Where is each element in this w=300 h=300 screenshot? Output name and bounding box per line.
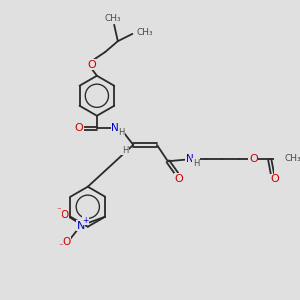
Text: ⁻: ⁻ (56, 206, 61, 215)
Text: N: N (186, 154, 194, 164)
Text: H: H (122, 146, 128, 155)
Text: CH₃: CH₃ (284, 154, 300, 163)
Text: CH₃: CH₃ (104, 14, 121, 23)
Text: CH₃: CH₃ (136, 28, 153, 38)
Text: O: O (87, 60, 96, 70)
Text: H: H (193, 159, 199, 168)
Text: ⁻: ⁻ (58, 242, 63, 251)
Text: O: O (174, 173, 183, 184)
Text: +: + (82, 216, 88, 225)
Text: H: H (118, 128, 124, 136)
Text: O: O (62, 237, 70, 247)
Text: N: N (76, 221, 85, 231)
Text: O: O (249, 154, 258, 164)
Text: O: O (60, 210, 68, 220)
Text: N: N (111, 123, 119, 133)
Text: O: O (74, 124, 83, 134)
Text: O: O (270, 174, 279, 184)
